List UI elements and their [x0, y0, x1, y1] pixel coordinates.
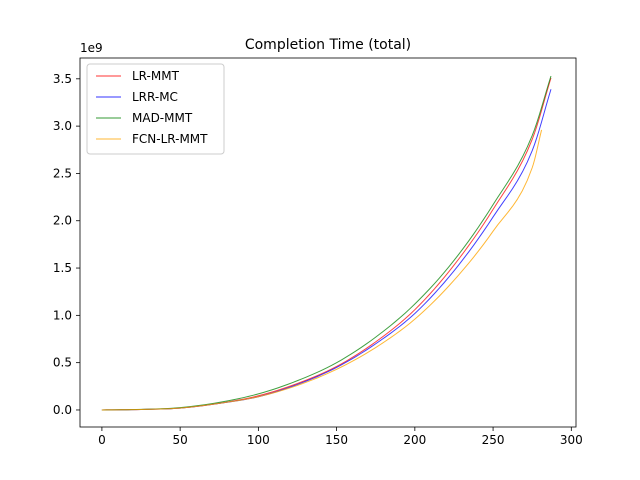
- series-line-fcn-lr-mmt: [101, 129, 543, 411]
- legend-label-mad-mmt: MAD-MMT: [132, 111, 193, 125]
- y-tick-label: 1.5: [53, 261, 72, 275]
- y-tick-label: 1.0: [53, 308, 72, 322]
- x-tick-label: 50: [172, 433, 187, 447]
- y-tick-label: 2.5: [53, 166, 72, 180]
- axes-frame: [79, 57, 577, 428]
- x-tick-label: 200: [403, 433, 426, 447]
- legend: LR-MMT LRR-MC MAD-MMT FCN-LR-MMT: [86, 63, 225, 155]
- x-tick-label: 150: [325, 433, 348, 447]
- x-tick-label: 250: [482, 433, 505, 447]
- y-axis-offset-label: 1e9: [80, 41, 103, 55]
- legend-label-lr-mmt: LR-MMT: [132, 69, 180, 83]
- y-tick-label: 3.0: [53, 119, 72, 133]
- plot-area: 0 50 100 150 200 250 300 0.0 0.5 1.0 1.5 2.0 2.5 3.0 3…: [53, 57, 583, 447]
- y-tick-label: 3.5: [53, 72, 72, 86]
- legend-label-fcn-lr-mmt: FCN-LR-MMT: [132, 132, 208, 146]
- chart-title: Completion Time (total): [245, 37, 411, 53]
- legend-label-lrr-mc: LRR-MC: [132, 90, 178, 104]
- x-tick-label: 100: [247, 433, 270, 447]
- x-tick-label: 300: [560, 433, 583, 447]
- y-tick-label: 0.0: [53, 403, 72, 417]
- x-tick-label: 0: [98, 433, 106, 447]
- y-tick-label: 2.0: [53, 214, 72, 228]
- y-tick-label: 0.5: [53, 356, 72, 370]
- legend-box: [86, 63, 225, 155]
